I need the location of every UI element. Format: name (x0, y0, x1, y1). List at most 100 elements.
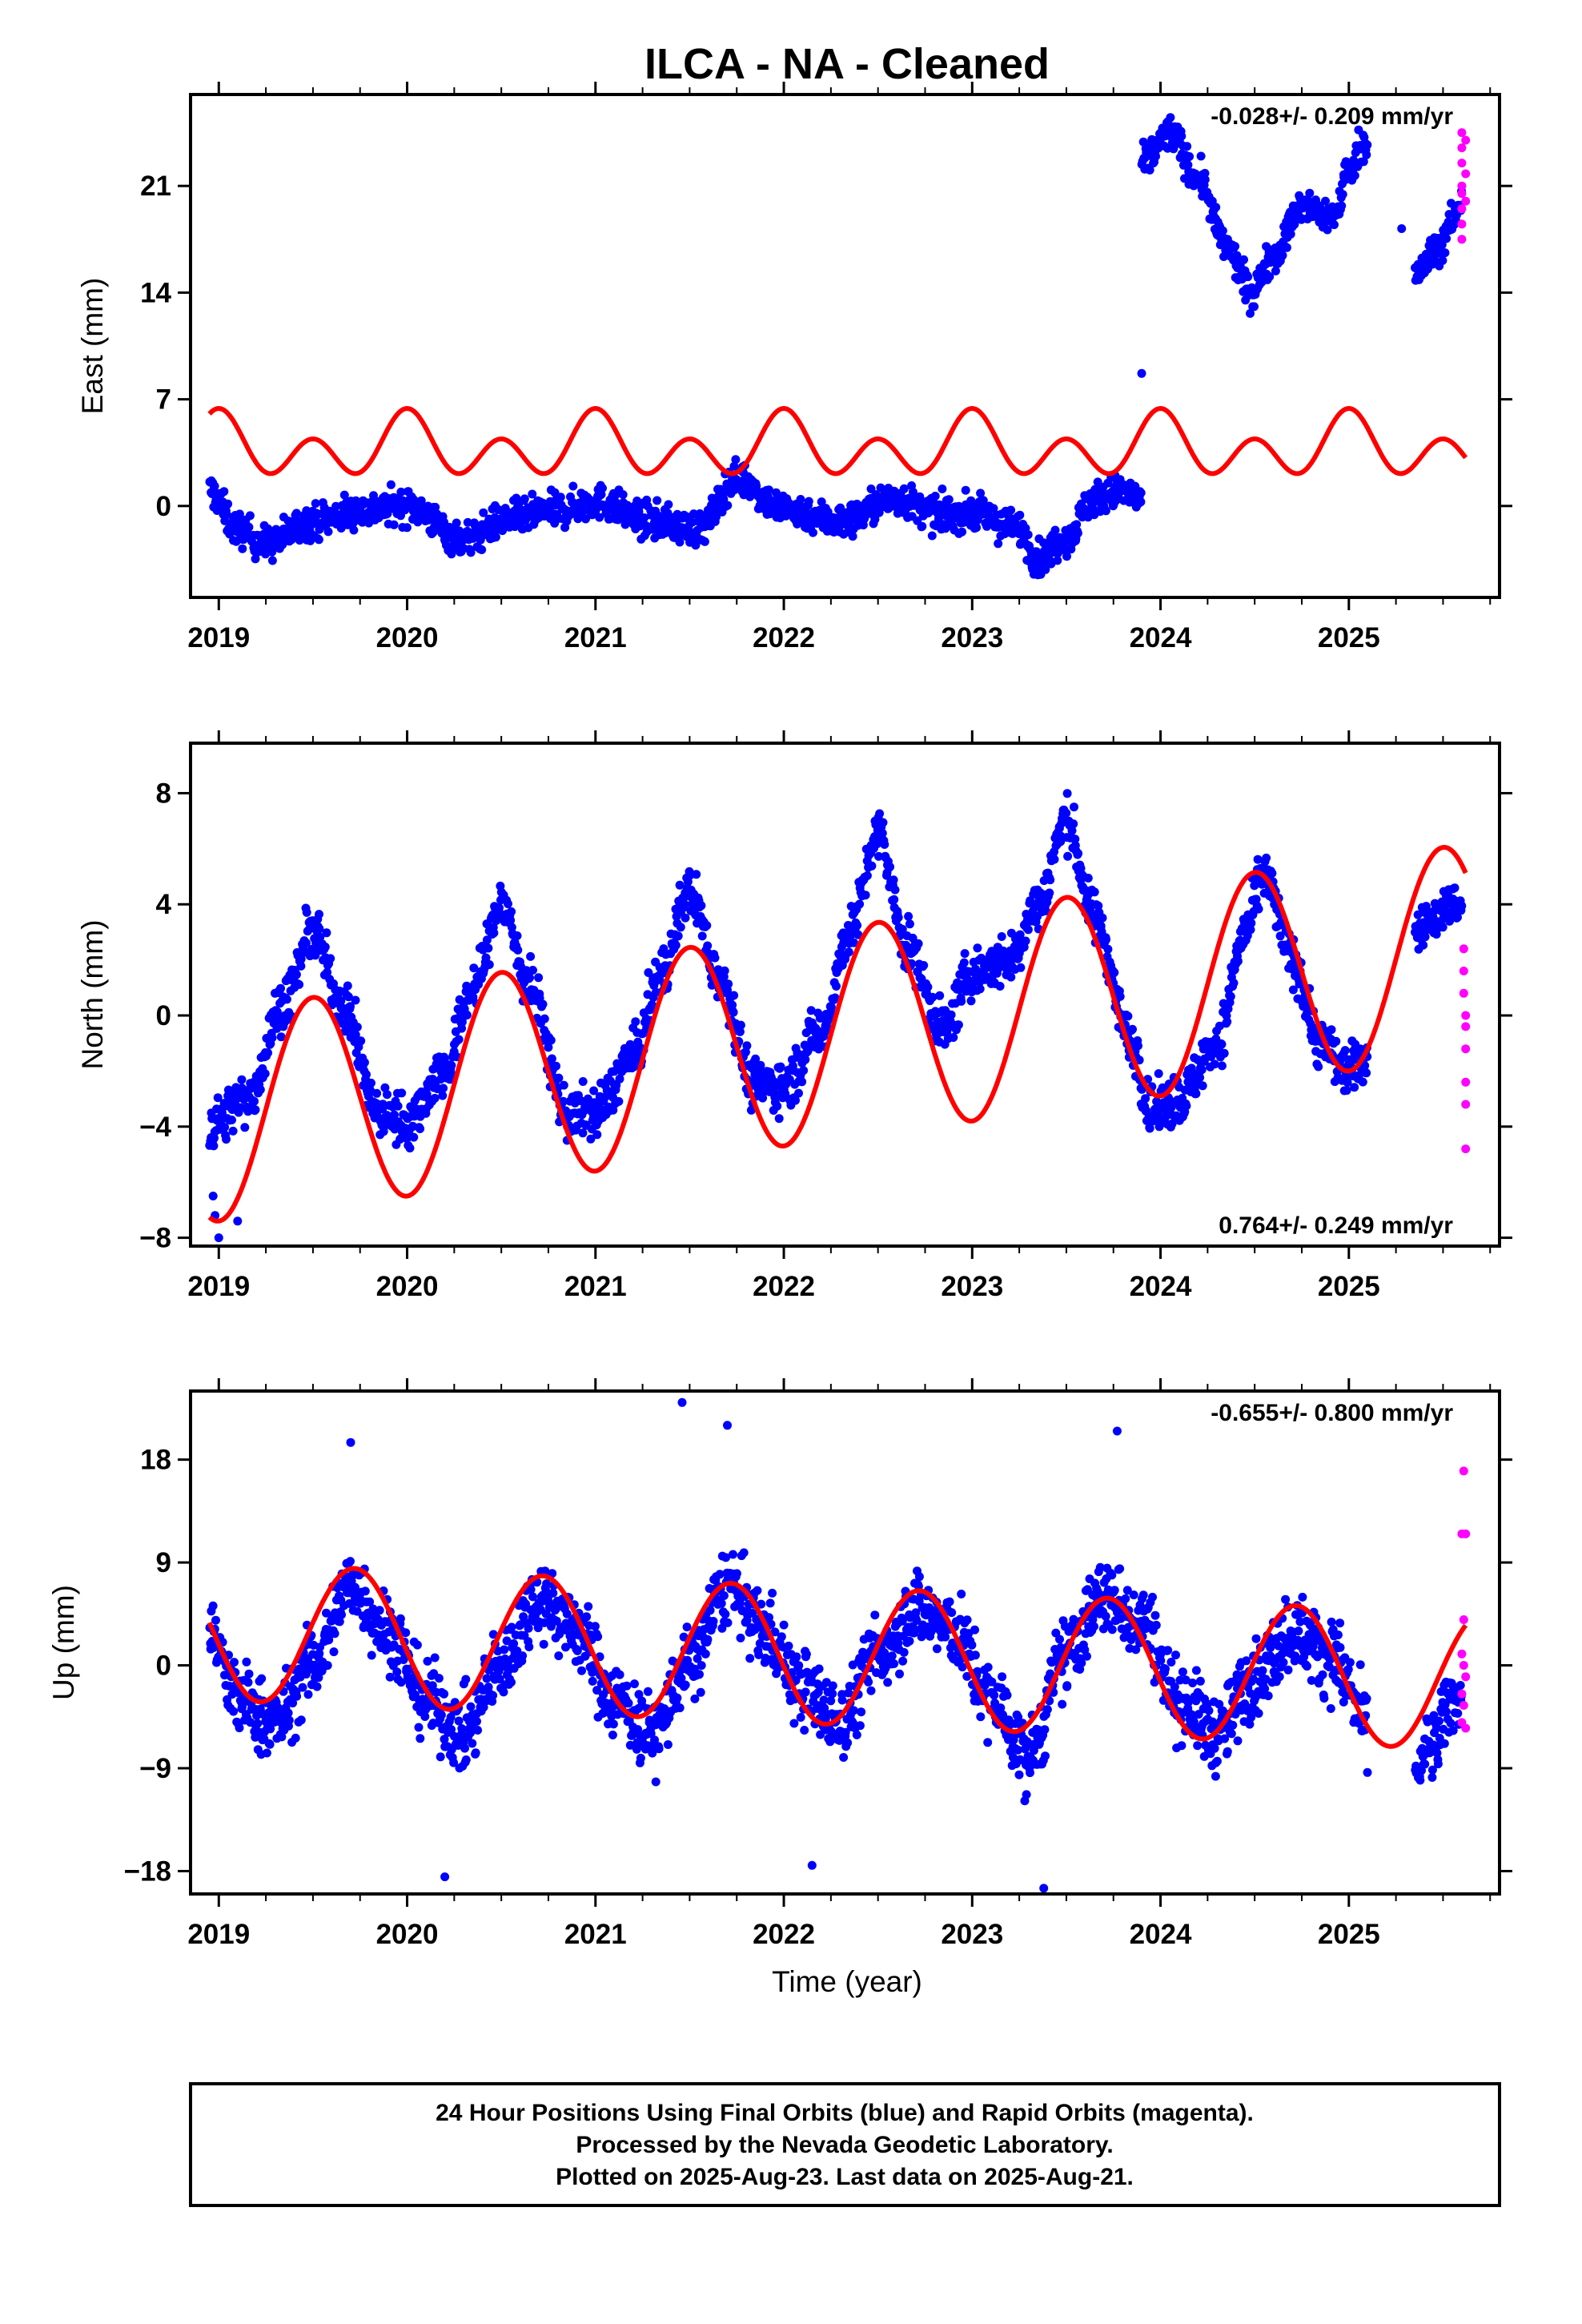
north-xtick-label: 2020 (376, 1271, 439, 1302)
north-data-point (889, 895, 899, 904)
east-data-point (219, 487, 229, 497)
north-data-point (255, 1085, 265, 1095)
up-data-point (715, 1570, 725, 1579)
north-data-point (405, 1144, 415, 1153)
north-data-point (853, 930, 863, 939)
north-data-point (589, 1086, 599, 1096)
up-data-point (461, 1675, 471, 1684)
east-data-point (386, 480, 396, 489)
east-data-point (568, 481, 578, 491)
north-data-point (250, 1096, 259, 1106)
north-data-point (397, 1088, 407, 1098)
north-rapid-point (1461, 1022, 1471, 1031)
north-rate-label: 0.764+/- 0.249 mm/yr (1219, 1212, 1453, 1239)
up-data-point (528, 1592, 537, 1602)
east-data-point (1290, 219, 1299, 229)
north-data-point (340, 1027, 350, 1036)
east-data-point (1072, 520, 1082, 529)
north-data-point (592, 1130, 602, 1140)
up-plot-area (205, 1397, 1471, 1893)
north-data-point (720, 966, 729, 975)
up-data-point (323, 1661, 332, 1671)
up-data-point (572, 1646, 582, 1655)
up-data-point (296, 1715, 306, 1725)
up-data-point (696, 1687, 705, 1697)
east-data-point (927, 531, 937, 541)
up-data-point (729, 1550, 737, 1559)
up-data-point (582, 1612, 592, 1622)
east-data-point (389, 520, 399, 529)
north-data-point (1167, 1119, 1177, 1128)
up-data-point (547, 1622, 556, 1631)
up-data-point (644, 1715, 654, 1725)
east-data-point (978, 496, 988, 505)
north-data-point (1074, 849, 1083, 858)
east-data-point (1323, 225, 1332, 235)
north-data-point (484, 943, 493, 953)
north-data-point (614, 1096, 624, 1106)
east-data-point (1062, 552, 1071, 561)
north-rapid-point (1461, 1144, 1471, 1154)
north-data-point (356, 1036, 366, 1046)
east-data-point (1232, 251, 1242, 260)
up-data-point (745, 1654, 755, 1663)
up-data-point (450, 1731, 459, 1741)
north-data-point (311, 951, 320, 960)
east-data-point (1397, 224, 1407, 233)
east-data-point (1183, 160, 1193, 170)
east-data-point (1246, 308, 1255, 318)
north-frame (189, 742, 1501, 1248)
east-data-point (961, 485, 970, 495)
north-data-point (874, 851, 883, 861)
north-data-point (746, 1105, 756, 1115)
north-data-point (214, 1233, 223, 1243)
up-data-point (693, 1654, 702, 1663)
north-data-point (544, 1043, 553, 1052)
north-data-point (1041, 907, 1050, 915)
up-data-point (654, 1744, 664, 1754)
north-data-point (697, 931, 707, 941)
north-data-point (949, 1033, 958, 1042)
east-data-point (311, 499, 320, 509)
up-data-point (673, 1693, 682, 1703)
north-data-point (975, 984, 985, 994)
up-final-orbit-points (205, 1397, 1466, 1893)
east-data-point (416, 496, 426, 505)
east-data-point (917, 521, 927, 531)
east-data-point (595, 513, 604, 522)
up-data-point (466, 1702, 476, 1711)
up-data-point (705, 1606, 715, 1615)
north-rapid-point (1459, 967, 1468, 975)
up-data-point (721, 1553, 731, 1562)
north-data-point (756, 1060, 765, 1070)
up-data-point (615, 1670, 624, 1679)
up-data-point (643, 1687, 652, 1696)
east-data-point (1137, 368, 1146, 378)
north-data-point (521, 966, 531, 975)
up-data-point (396, 1614, 405, 1623)
up-data-point (449, 1758, 459, 1767)
north-data-point (455, 995, 464, 1004)
east-data-point (1437, 240, 1447, 250)
north-data-point (351, 995, 360, 1005)
north-data-point (468, 992, 478, 1002)
up-data-point (211, 1615, 220, 1625)
up-data-point (521, 1599, 530, 1609)
east-data-point (972, 523, 982, 533)
north-data-point (1229, 979, 1239, 987)
east-data-point (1271, 266, 1280, 275)
north-data-point (208, 1192, 218, 1200)
north-data-point (1016, 963, 1026, 972)
east-data-point (512, 493, 521, 503)
east-data-point (675, 537, 685, 547)
up-data-point (634, 1690, 644, 1699)
up-data-point (416, 1734, 425, 1743)
north-data-point (877, 828, 887, 838)
east-xtick-label: 2024 (1130, 622, 1192, 653)
north-data-point (806, 1006, 816, 1015)
north-data-point (559, 1080, 568, 1090)
north-data-point (1046, 875, 1055, 885)
north-data-point (973, 943, 982, 953)
north-data-point (957, 996, 966, 1006)
